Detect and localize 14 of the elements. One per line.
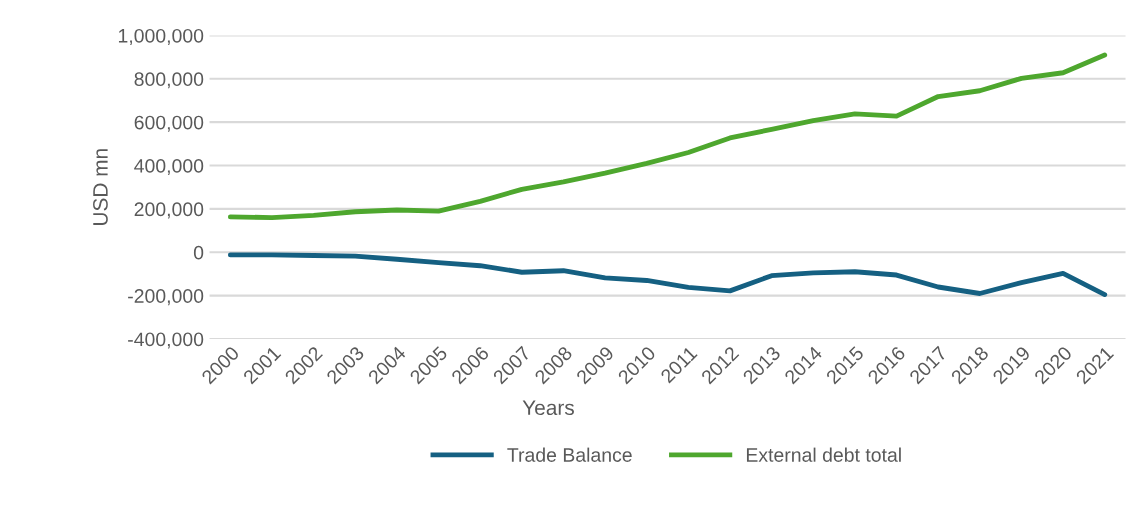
x-axis-title: Years — [522, 400, 574, 416]
y-axis-title: USD mn — [93, 149, 108, 225]
y-tick-label: 800,000 — [134, 72, 204, 89]
y-tick-label: 0 — [193, 245, 204, 260]
legend-label: Trade Balance — [507, 447, 632, 462]
y-tick-label: 600,000 — [134, 115, 204, 132]
y-tick-label: -200,000 — [128, 289, 204, 306]
line-series — [227, 252, 1108, 297]
y-tick-label: 200,000 — [134, 202, 204, 219]
y-tick-label: 1,000,000 — [118, 28, 204, 45]
y-tick-label: 400,000 — [134, 159, 204, 176]
line-series — [227, 52, 1108, 221]
y-tick-label: -400,000 — [128, 332, 204, 349]
legend-label: External debt total — [746, 447, 901, 462]
